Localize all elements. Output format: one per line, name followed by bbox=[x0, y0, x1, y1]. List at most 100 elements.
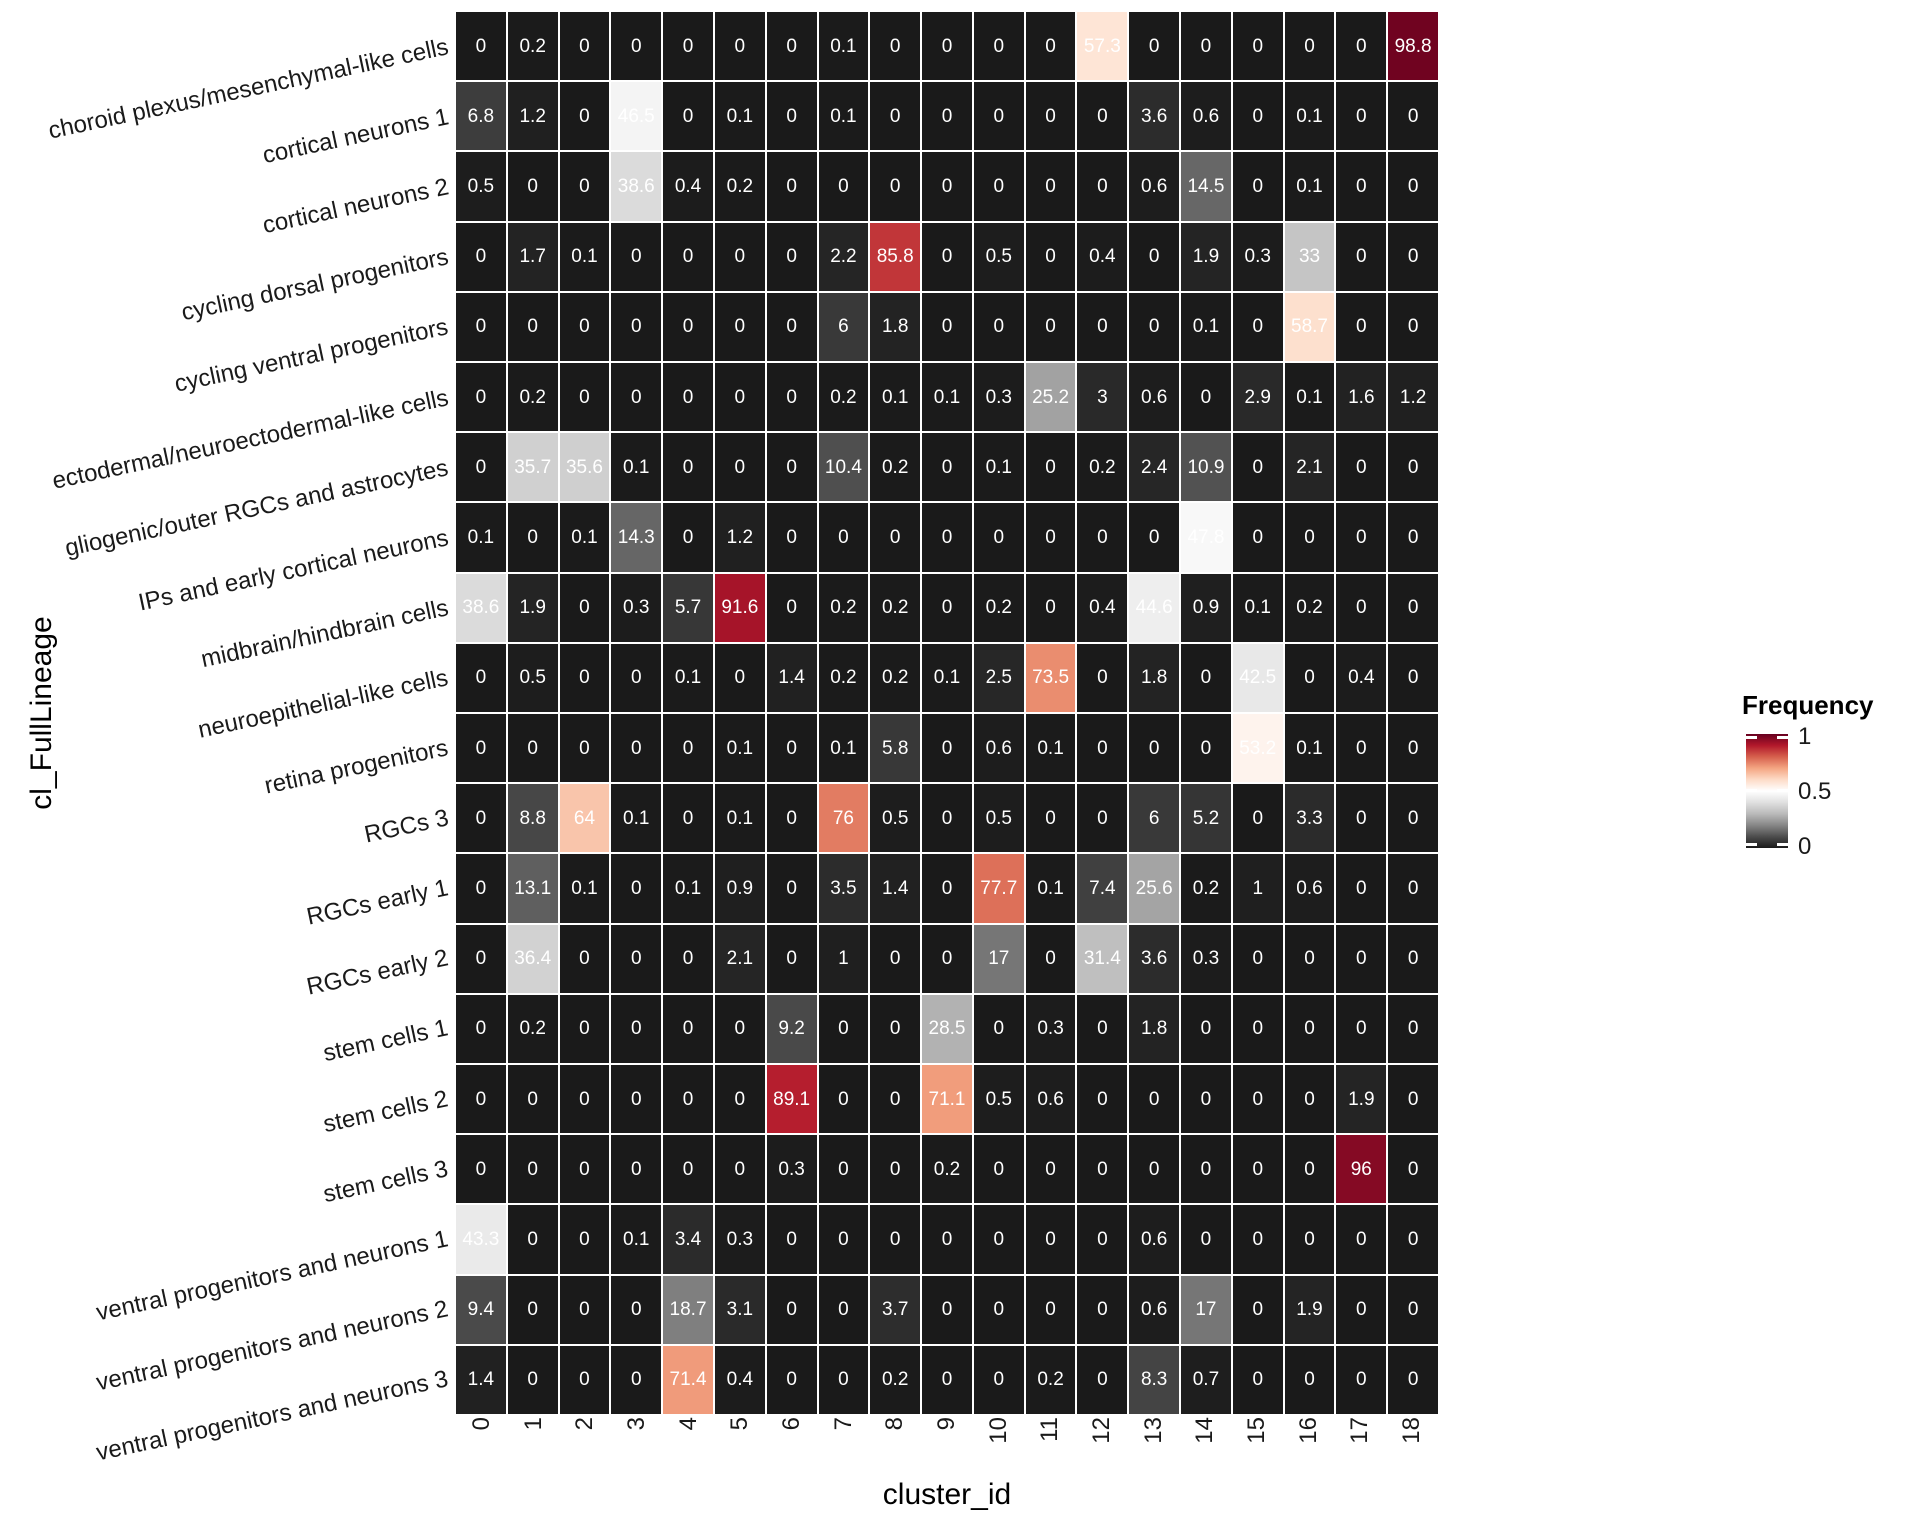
heatmap-cell: 0 bbox=[507, 1135, 558, 1204]
heatmap-cell: 0.3 bbox=[973, 362, 1024, 432]
heatmap-cell: 0.1 bbox=[714, 82, 765, 151]
heatmap-cell: 0 bbox=[1284, 1064, 1335, 1134]
heatmap-cell: 0 bbox=[1336, 784, 1387, 853]
legend-tick-mark bbox=[1777, 843, 1788, 846]
heatmap-cell: 7.4 bbox=[1077, 854, 1128, 923]
heatmap-cell: 0 bbox=[1181, 12, 1231, 81]
heatmap-cell: 0 bbox=[456, 994, 506, 1063]
heatmap-cell: 0 bbox=[766, 713, 817, 783]
heatmap-cell: 6 bbox=[818, 292, 869, 361]
y-axis-label: stem cells 3 bbox=[321, 1154, 451, 1208]
heatmap-cell: 76 bbox=[818, 784, 869, 853]
legend-tick-mark bbox=[1777, 789, 1788, 792]
heatmap-cell: 0.1 bbox=[818, 713, 869, 783]
heatmap-cell: 0 bbox=[456, 12, 506, 81]
heatmap-cell: 0 bbox=[1232, 924, 1283, 993]
heatmap-cell: 0.1 bbox=[1284, 82, 1335, 151]
heatmap-cell: 1 bbox=[1232, 854, 1283, 923]
heatmap-cell: 0 bbox=[559, 924, 610, 993]
heatmap-grid: 0 0.2 0 0 0 0 0 0.1 0 0 0 0 57.3 0 0 0 0 0 98.8 6.8 1.2 0 46.5… bbox=[456, 12, 1438, 1414]
heatmap-cell: 0 bbox=[1181, 994, 1231, 1063]
heatmap-cell: 0 bbox=[922, 1205, 972, 1274]
heatmap-cell: 0 bbox=[559, 12, 610, 81]
heatmap-cell: 0.2 bbox=[818, 643, 869, 712]
heatmap-cell: 0 bbox=[611, 1064, 662, 1134]
heatmap-cell: 0 bbox=[973, 292, 1024, 361]
heatmap-cell: 0 bbox=[1232, 152, 1283, 221]
heatmap-cell: 0 bbox=[818, 1275, 869, 1344]
heatmap-cell: 0 bbox=[611, 994, 662, 1063]
x-axis-label: 4 bbox=[674, 1417, 702, 1431]
heatmap-cell: 2.1 bbox=[1284, 433, 1335, 502]
heatmap-cell: 0 bbox=[611, 1345, 662, 1414]
heatmap-cell: 0 bbox=[456, 362, 506, 432]
x-axis-label: 2 bbox=[571, 1417, 599, 1431]
x-axis-label: 14 bbox=[1191, 1417, 1219, 1444]
heatmap-cell: 0 bbox=[1336, 1345, 1387, 1414]
heatmap-cell: 0 bbox=[766, 222, 817, 291]
heatmap-cell: 0 bbox=[714, 994, 765, 1063]
heatmap-cell: 0.4 bbox=[1077, 573, 1128, 642]
heatmap-cell: 0 bbox=[559, 362, 610, 432]
heatmap-cell: 0.1 bbox=[922, 643, 972, 712]
legend-colorbar bbox=[1746, 734, 1788, 848]
heatmap-cell: 0 bbox=[1077, 1345, 1128, 1414]
heatmap-cell: 17 bbox=[973, 924, 1024, 993]
heatmap-cell: 0 bbox=[611, 292, 662, 361]
heatmap-cell: 0.4 bbox=[714, 1345, 765, 1414]
heatmap-cell: 0 bbox=[507, 1205, 558, 1274]
heatmap-cell: 0 bbox=[1388, 222, 1438, 291]
heatmap-cell: 0.2 bbox=[507, 362, 558, 432]
heatmap-cell: 0 bbox=[922, 503, 972, 572]
heatmap-cell: 0 bbox=[922, 1275, 972, 1344]
heatmap-cell: 0.1 bbox=[611, 1205, 662, 1274]
x-axis-label: 10 bbox=[984, 1417, 1012, 1444]
heatmap-cell: 0 bbox=[1388, 1345, 1438, 1414]
heatmap-cell: 1.8 bbox=[870, 292, 921, 361]
heatmap-cell: 57.3 bbox=[1077, 12, 1128, 81]
heatmap-cell: 0 bbox=[1025, 924, 1076, 993]
heatmap-cell: 9.4 bbox=[456, 1275, 506, 1344]
heatmap-cell: 0.7 bbox=[1181, 1345, 1231, 1414]
heatmap-cell: 0 bbox=[1232, 1275, 1283, 1344]
x-axis-label: 7 bbox=[829, 1417, 857, 1431]
heatmap-cell: 0.1 bbox=[714, 713, 765, 783]
heatmap-cell: 0 bbox=[507, 292, 558, 361]
heatmap-cell: 0 bbox=[1232, 1064, 1283, 1134]
heatmap-cell: 1.4 bbox=[766, 643, 817, 712]
heatmap-cell: 0 bbox=[1336, 713, 1387, 783]
heatmap-cell: 3.5 bbox=[818, 854, 869, 923]
heatmap-cell: 1.9 bbox=[1284, 1275, 1335, 1344]
heatmap-cell: 0 bbox=[922, 784, 972, 853]
heatmap-cell: 0.6 bbox=[1284, 854, 1335, 923]
heatmap-cell: 0 bbox=[507, 1064, 558, 1134]
heatmap-cell: 0 bbox=[766, 362, 817, 432]
heatmap-cell: 0.2 bbox=[870, 643, 921, 712]
heatmap-cell: 0 bbox=[922, 433, 972, 502]
heatmap-cell: 53.2 bbox=[1232, 713, 1283, 783]
heatmap-cell: 28.5 bbox=[922, 994, 972, 1063]
heatmap-cell: 0 bbox=[1284, 12, 1335, 81]
legend-tick-mark bbox=[1746, 736, 1757, 739]
heatmap-cell: 0 bbox=[1232, 1135, 1283, 1204]
legend-tick-mark bbox=[1746, 789, 1757, 792]
heatmap-cell: 0 bbox=[1388, 1064, 1438, 1134]
heatmap-cell: 0 bbox=[922, 713, 972, 783]
legend-tick-mark bbox=[1746, 843, 1757, 846]
heatmap-cell: 0 bbox=[1232, 994, 1283, 1063]
heatmap-cell: 0 bbox=[1025, 433, 1076, 502]
heatmap-cell: 31.4 bbox=[1077, 924, 1128, 993]
heatmap-cell: 58.7 bbox=[1284, 292, 1335, 361]
heatmap-cell: 0 bbox=[766, 854, 817, 923]
heatmap-cell: 1.9 bbox=[507, 573, 558, 642]
x-axis-label: 15 bbox=[1243, 1417, 1271, 1444]
heatmap-cell: 0 bbox=[870, 1135, 921, 1204]
heatmap-cell: 38.6 bbox=[456, 573, 506, 642]
heatmap-cell: 0.3 bbox=[766, 1135, 817, 1204]
heatmap-cell: 0 bbox=[870, 152, 921, 221]
heatmap-cell: 0 bbox=[1025, 573, 1076, 642]
x-axis-label: 9 bbox=[933, 1417, 960, 1431]
heatmap-cell: 0 bbox=[1232, 292, 1283, 361]
x-axis-label: 17 bbox=[1346, 1417, 1374, 1444]
heatmap-cell: 0 bbox=[766, 82, 817, 151]
